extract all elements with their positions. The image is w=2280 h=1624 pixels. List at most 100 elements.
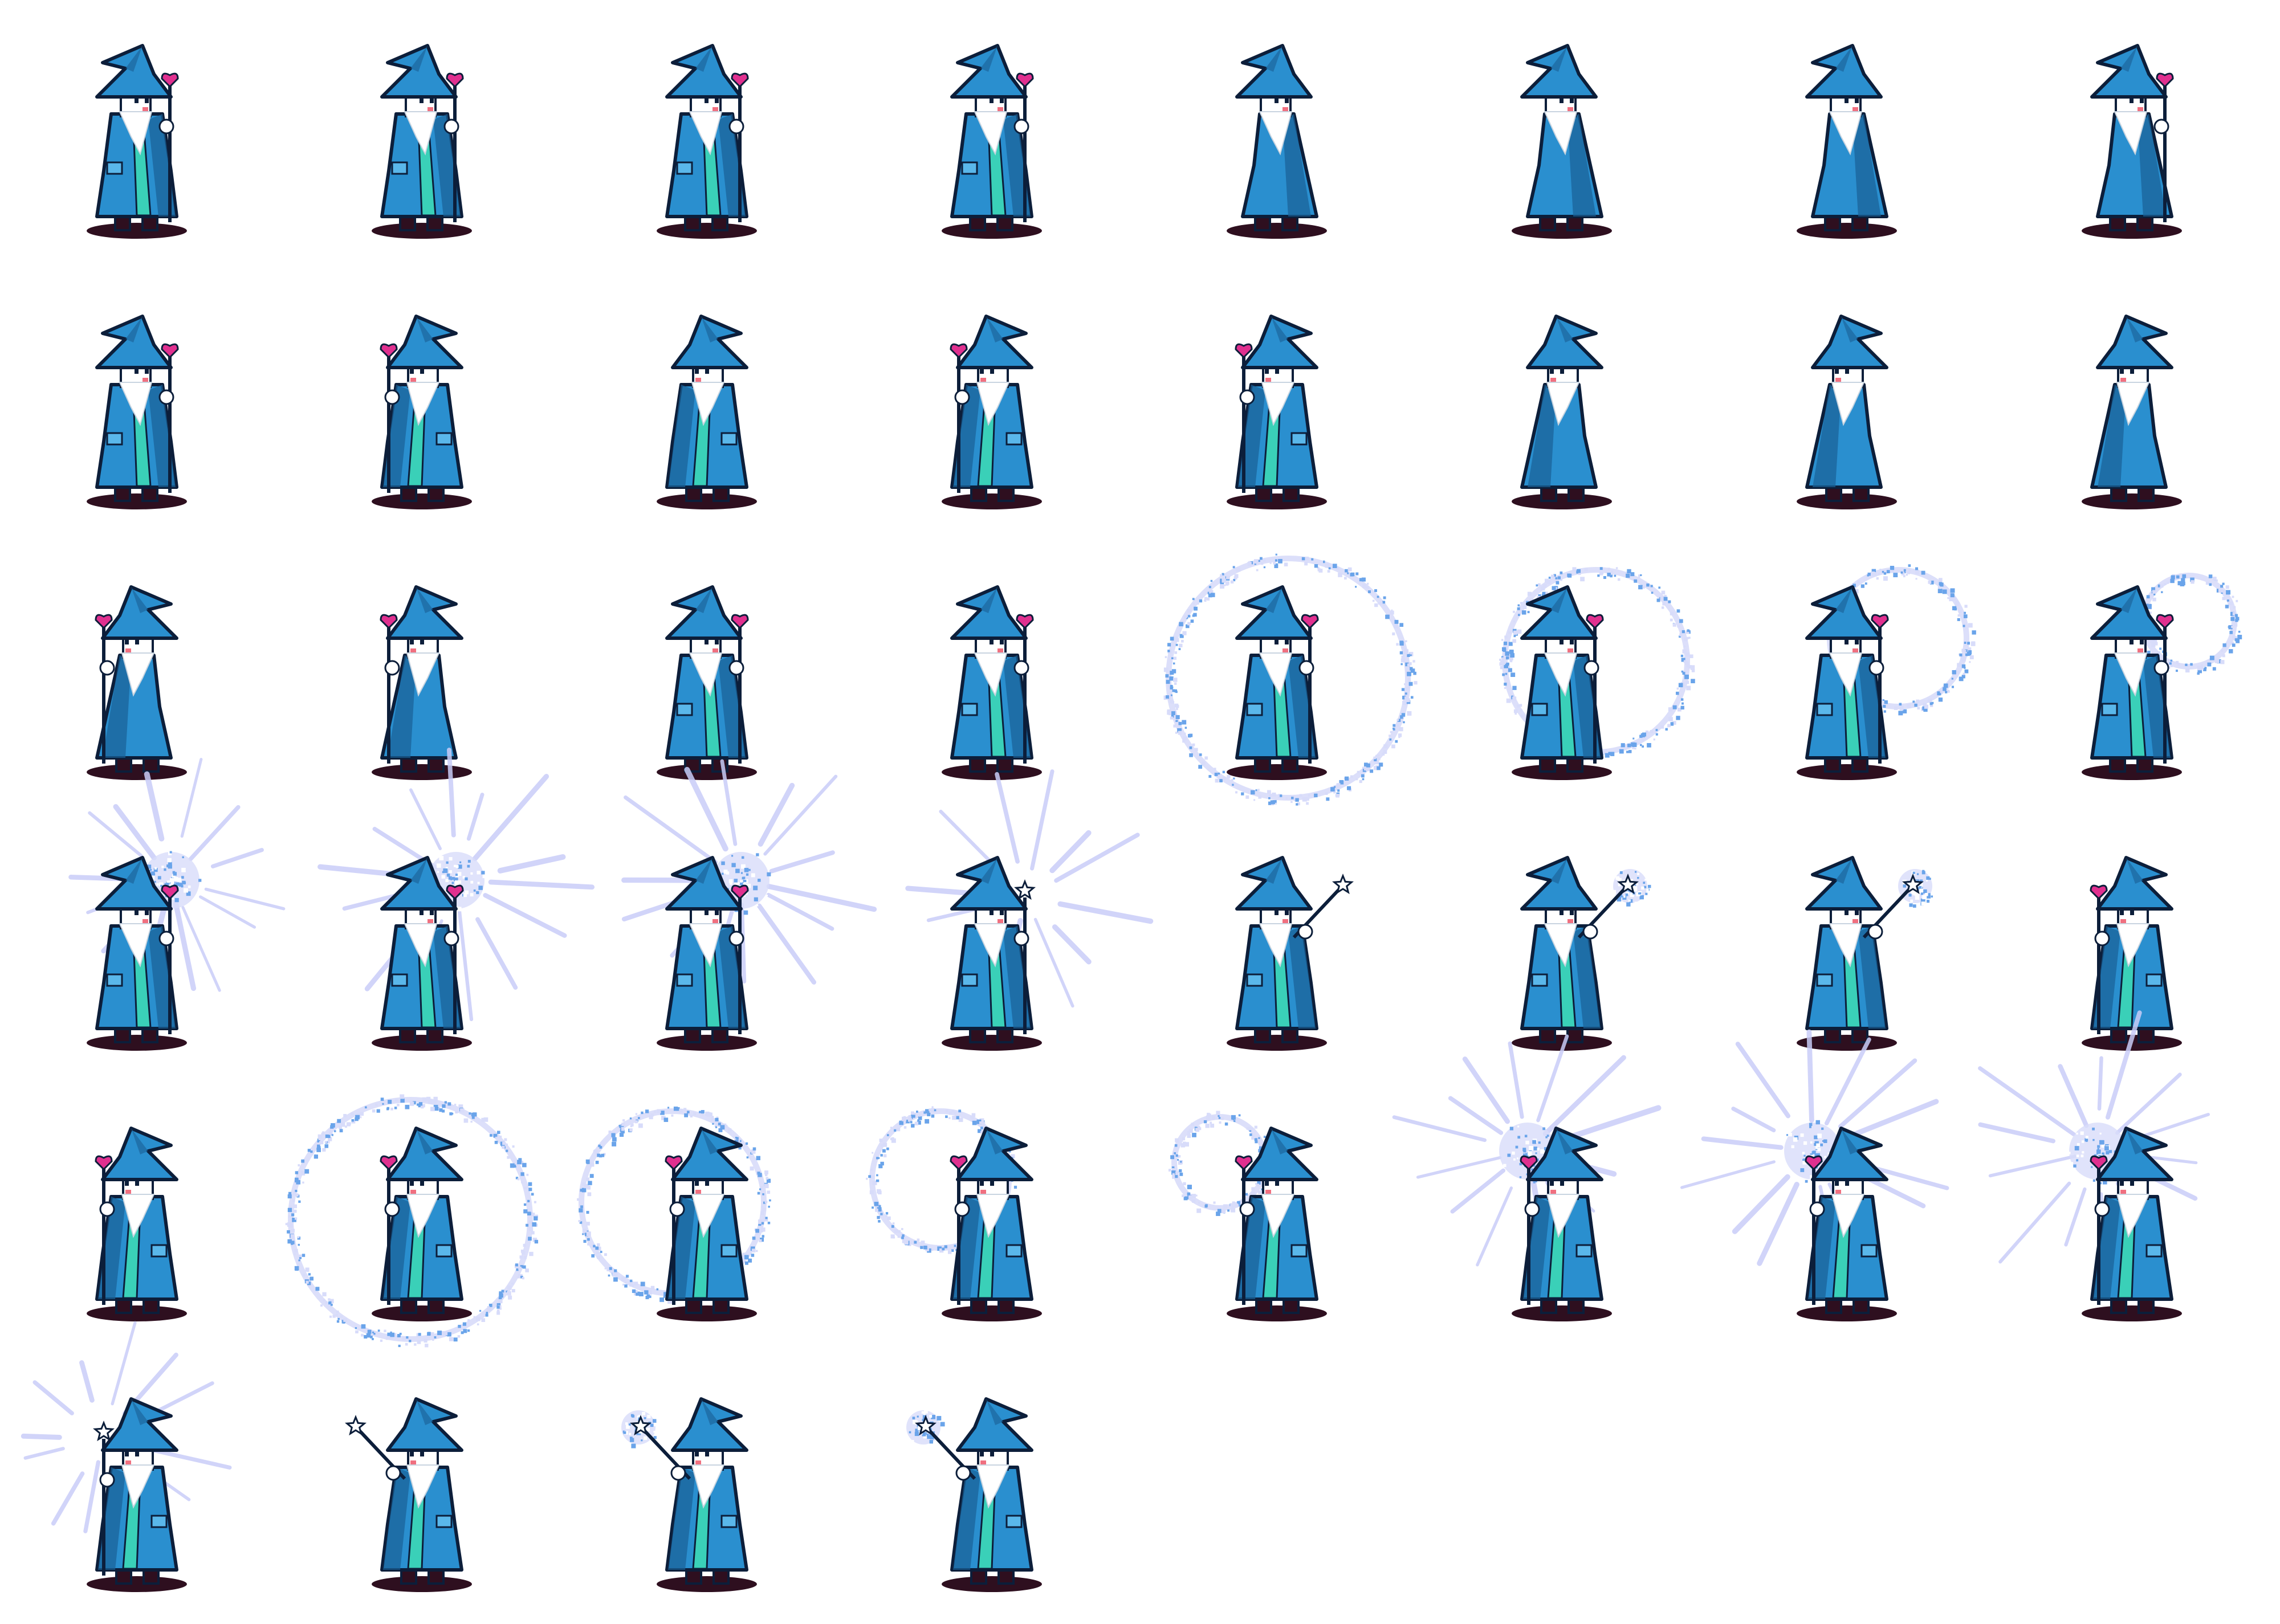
star-staff-icon bbox=[629, 1414, 691, 1481]
heart-staff-icon bbox=[158, 343, 179, 493]
wizard-sprite-icon bbox=[87, 856, 187, 1051]
wizard-sprite-icon bbox=[1227, 315, 1327, 509]
wizard-sprite-icon bbox=[2082, 315, 2182, 509]
sprite-frame bbox=[1392, 1034, 1662, 1321]
heart-staff-icon bbox=[443, 884, 464, 1034]
sprite-frame bbox=[577, 1106, 771, 1321]
wizard-sprite-icon bbox=[942, 315, 1042, 509]
wizard-sprite-icon bbox=[657, 1127, 757, 1321]
heart-staff-icon bbox=[443, 72, 464, 222]
sprite-frame bbox=[866, 1106, 1042, 1321]
sprite-frame bbox=[1680, 1029, 1949, 1321]
heart-staff-icon bbox=[158, 72, 179, 222]
sprite-frame bbox=[1978, 1010, 2210, 1321]
sprite-frame bbox=[1227, 856, 1354, 1051]
heart-staff-icon bbox=[2153, 614, 2174, 764]
star-staff-icon bbox=[914, 1414, 976, 1481]
sprite-frame bbox=[1797, 44, 1897, 239]
sprite-frame bbox=[372, 315, 472, 509]
wizard-sprite-icon bbox=[87, 585, 187, 780]
heart-staff-icon bbox=[665, 1155, 685, 1305]
sprite-frame bbox=[1163, 553, 1418, 806]
magic-ring-icon bbox=[1163, 553, 1418, 806]
wizard-sprite-icon bbox=[942, 44, 1042, 239]
sprite-frame bbox=[87, 585, 187, 780]
sprite-frame bbox=[1227, 44, 1327, 239]
sprite-frame bbox=[1512, 315, 1612, 509]
sprite-frame bbox=[87, 1127, 187, 1321]
wizard-sprite-icon bbox=[87, 44, 187, 239]
wizard-sprite-icon bbox=[372, 1127, 472, 1321]
star-staff-icon bbox=[1862, 873, 1924, 940]
sprite-frame bbox=[21, 1321, 232, 1592]
heart-staff-icon bbox=[1583, 614, 1604, 764]
wizard-sprite-icon bbox=[2082, 44, 2182, 239]
heart-staff-icon bbox=[380, 343, 400, 493]
wizard-sprite-icon bbox=[87, 1397, 187, 1592]
wizard-sprite-icon bbox=[1797, 1127, 1897, 1321]
wizard-sprite-icon bbox=[1227, 1127, 1327, 1321]
sprite-frame bbox=[621, 759, 877, 1051]
sprite-frame bbox=[1797, 315, 1897, 509]
heart-staff-icon bbox=[380, 614, 400, 764]
wizard-sprite-icon bbox=[629, 1397, 757, 1592]
heart-staff-icon bbox=[1235, 1155, 1255, 1305]
sprite-frame bbox=[285, 1094, 539, 1348]
sprite-frame bbox=[1512, 44, 1612, 239]
wizard-sprite-icon bbox=[1797, 315, 1897, 509]
heart-staff-icon bbox=[728, 614, 749, 764]
star-staff-icon bbox=[1013, 879, 1036, 1034]
heart-staff-icon bbox=[1805, 1155, 1825, 1305]
heart-staff-icon bbox=[95, 614, 115, 764]
wizard-sprite-icon bbox=[1797, 585, 1897, 780]
heart-staff-icon bbox=[2090, 1155, 2110, 1305]
heart-staff-icon bbox=[2153, 72, 2174, 222]
sprite-frame bbox=[2082, 573, 2242, 780]
magic-ring-icon bbox=[285, 1094, 539, 1348]
wizard-sprite-icon bbox=[942, 585, 1042, 780]
wizard-sprite-icon bbox=[1512, 856, 1639, 1051]
sprite-frame bbox=[1227, 315, 1327, 509]
sprite-frame bbox=[942, 44, 1042, 239]
sprite-frame bbox=[1512, 856, 1651, 1051]
sprite-frame bbox=[621, 1397, 757, 1592]
wizard-sprite-icon bbox=[1512, 315, 1612, 509]
heart-staff-icon bbox=[950, 343, 970, 493]
heart-staff-icon bbox=[158, 884, 179, 1034]
sprite-frame bbox=[657, 44, 757, 239]
sprite-frame bbox=[657, 315, 757, 509]
sprite-frame bbox=[344, 1397, 472, 1592]
heart-staff-icon bbox=[1013, 614, 1034, 764]
wizard-sprite-icon bbox=[1227, 44, 1327, 239]
heart-staff-icon bbox=[95, 1155, 115, 1305]
wizard-sprite-icon bbox=[657, 315, 757, 509]
wizard-sprite-icon bbox=[942, 1127, 1042, 1321]
wizard-sprite-icon bbox=[87, 315, 187, 509]
star-staff-icon bbox=[1292, 873, 1354, 940]
wizard-sprite-icon bbox=[1227, 856, 1354, 1051]
wizard-sprite-icon bbox=[1797, 44, 1897, 239]
wizard-sprite-icon bbox=[372, 44, 472, 239]
wizard-sprite-icon bbox=[657, 585, 757, 780]
magic-ring-icon bbox=[2138, 573, 2242, 675]
sprite-frame bbox=[317, 748, 595, 1051]
wizard-sprite-icon bbox=[1512, 1127, 1612, 1321]
wizard-sprite-icon bbox=[1512, 585, 1612, 780]
star-staff-icon bbox=[344, 1414, 406, 1481]
sprite-frame bbox=[1797, 856, 1933, 1051]
sprite-frame bbox=[68, 757, 286, 1051]
heart-staff-icon bbox=[728, 884, 749, 1034]
heart-staff-icon bbox=[1298, 614, 1319, 764]
heart-staff-icon bbox=[2090, 884, 2110, 1034]
sprite-frame bbox=[657, 585, 757, 780]
heart-staff-icon bbox=[1013, 72, 1034, 222]
heart-staff-icon bbox=[1868, 614, 1889, 764]
wizard-sprite-icon bbox=[2082, 585, 2182, 780]
heart-staff-icon bbox=[1235, 343, 1255, 493]
wizard-sprite-icon bbox=[914, 1397, 1042, 1592]
sprite-frame bbox=[372, 44, 472, 239]
wizard-sprite-icon bbox=[2082, 1127, 2182, 1321]
sprite-frame bbox=[1168, 1111, 1327, 1321]
sprite-frame bbox=[1797, 564, 1976, 780]
sprite-frame bbox=[2082, 44, 2182, 239]
